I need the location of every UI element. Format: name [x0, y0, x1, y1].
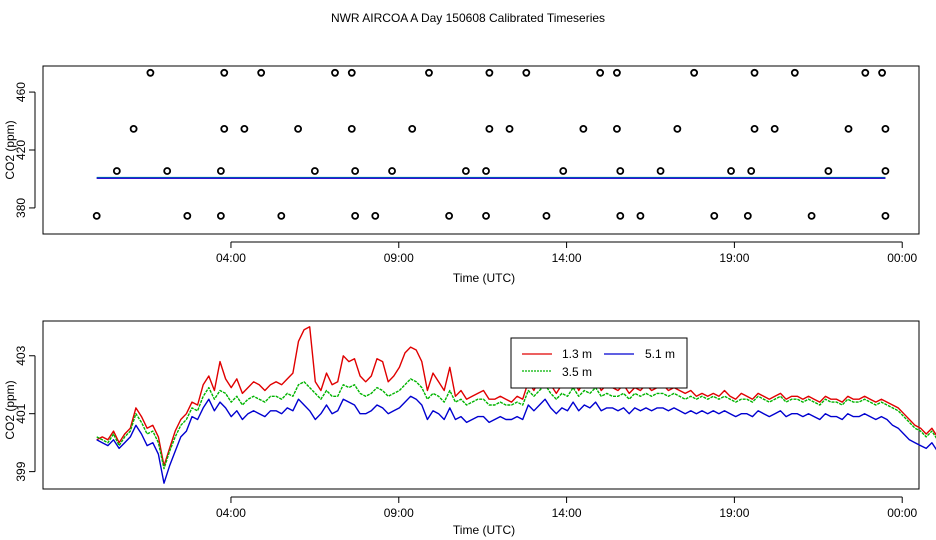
scatter-point — [92, 211, 101, 220]
scatter-point — [616, 211, 625, 220]
scatter-point — [216, 211, 225, 220]
scatter-point — [461, 167, 470, 175]
scatter-point — [408, 124, 417, 133]
scatter-point — [445, 211, 454, 220]
scatter-point — [347, 124, 356, 133]
scatter-point — [747, 167, 756, 175]
series-line-3-5-m — [96, 378, 936, 470]
scatter-point — [183, 211, 192, 220]
line-x-axis: 04:00 09:00 14:00 19:00 00:00 — [216, 496, 918, 520]
scatter-point — [596, 68, 605, 77]
line-x-tick-label: 14:00 — [552, 506, 582, 520]
line-y-axis-label: CO2 (ppm) — [3, 380, 17, 439]
scatter-point — [727, 167, 735, 175]
scatter-x-axis-label: Time (UTC) — [453, 271, 515, 285]
scatter-point — [579, 124, 588, 133]
scatter-x-tick-label: 04:00 — [216, 251, 246, 265]
scatter-point — [750, 124, 759, 133]
scatter-point — [347, 68, 356, 77]
scatter-point — [163, 167, 172, 175]
line-y-axis: 399 401 403 — [14, 345, 36, 482]
line-y-tick-label: 403 — [14, 345, 28, 365]
scatter-point — [146, 68, 155, 77]
scatter-point — [485, 68, 494, 77]
legend-label-5-1m: 5.1 m — [645, 347, 675, 361]
scatter-point — [220, 124, 229, 133]
scatter-point — [482, 167, 490, 175]
line-plot-frame — [42, 320, 920, 490]
scatter-point — [656, 167, 665, 175]
scatter-point — [878, 68, 886, 77]
scatter-point — [743, 211, 752, 220]
scatter-point — [351, 167, 360, 175]
scatter-y-axis: 380 420 460 — [14, 82, 36, 218]
scatter-plot-frame — [42, 65, 920, 235]
scatter-point — [690, 68, 699, 77]
scatter-point — [613, 68, 621, 77]
scatter-y-tick-label: 380 — [14, 198, 28, 218]
scatter-x-axis: 04:00 09:00 14:00 19:00 00:00 — [216, 241, 918, 265]
scatter-point — [559, 167, 568, 175]
scatter-point — [824, 167, 833, 175]
legend: 1.3 m 5.1 m 3.5 m — [510, 337, 688, 389]
scatter-point — [485, 124, 494, 133]
scatter-point — [351, 211, 360, 220]
scatter-point — [881, 124, 890, 133]
scatter-point — [770, 124, 779, 133]
scatter-point — [844, 124, 853, 133]
scatter-point — [750, 68, 759, 77]
scatter-y-axis-label: CO2 (ppm) — [3, 120, 17, 179]
figure-title: NWR AIRCOA A Day 150608 Calibrated Times… — [331, 11, 605, 25]
line-x-tick-label: 19:00 — [719, 506, 749, 520]
scatter-point — [331, 68, 339, 77]
scatter-point — [636, 211, 645, 220]
scatter-x-tick-label: 09:00 — [384, 251, 414, 265]
scatter-point — [310, 167, 319, 175]
scatter-point — [112, 167, 121, 175]
scatter-point — [388, 167, 396, 175]
scatter-baseline-lines — [96, 176, 886, 179]
scatter-point — [220, 68, 229, 77]
scatter-point — [881, 167, 890, 175]
legend-box — [510, 337, 688, 389]
scatter-point — [673, 124, 682, 133]
scatter-panel: 380 420 460 04:00 09:00 14:00 19:00 00:00 Time… — [3, 65, 920, 285]
scatter-point — [129, 124, 138, 133]
line-x-tick-label: 00:00 — [887, 506, 917, 520]
scatter-point — [425, 68, 433, 77]
scatter-point — [216, 167, 225, 175]
scatter-point — [277, 211, 286, 220]
scatter-y-tick-label: 420 — [14, 140, 28, 160]
line-y-tick-label: 401 — [14, 403, 28, 423]
line-x-tick-label: 04:00 — [216, 506, 246, 520]
series-line-5-1-m — [96, 395, 936, 484]
scatter-point — [505, 124, 514, 133]
scatter-point — [240, 124, 249, 133]
scatter-x-tick-label: 14:00 — [552, 251, 582, 265]
scatter-point — [613, 124, 621, 133]
line-panel: 399 401 403 04:00 09:00 14:00 19:00 00:00 Time… — [3, 320, 936, 537]
scatter-point — [807, 211, 816, 220]
legend-label-3-5m: 3.5 m — [562, 365, 592, 379]
line-x-axis-label: Time (UTC) — [453, 523, 515, 537]
line-x-tick-label: 09:00 — [384, 506, 414, 520]
scatter-point — [294, 124, 302, 133]
scatter-point — [542, 211, 551, 220]
line-y-tick-label: 399 — [14, 461, 28, 481]
scatter-point — [861, 68, 870, 77]
scatter-point — [257, 68, 266, 77]
scatter-point — [522, 68, 531, 77]
scatter-x-tick-label: 19:00 — [719, 251, 749, 265]
scatter-point — [881, 211, 890, 220]
scatter-x-tick-label: 00:00 — [887, 251, 917, 265]
scatter-y-tick-label: 460 — [14, 82, 28, 102]
scatter-points — [92, 68, 890, 220]
scatter-point — [616, 167, 625, 175]
scatter-point — [790, 68, 799, 77]
scatter-point — [710, 211, 719, 220]
scatter-point — [371, 211, 380, 220]
scatter-point — [482, 211, 490, 220]
legend-label-1-3m: 1.3 m — [562, 347, 592, 361]
